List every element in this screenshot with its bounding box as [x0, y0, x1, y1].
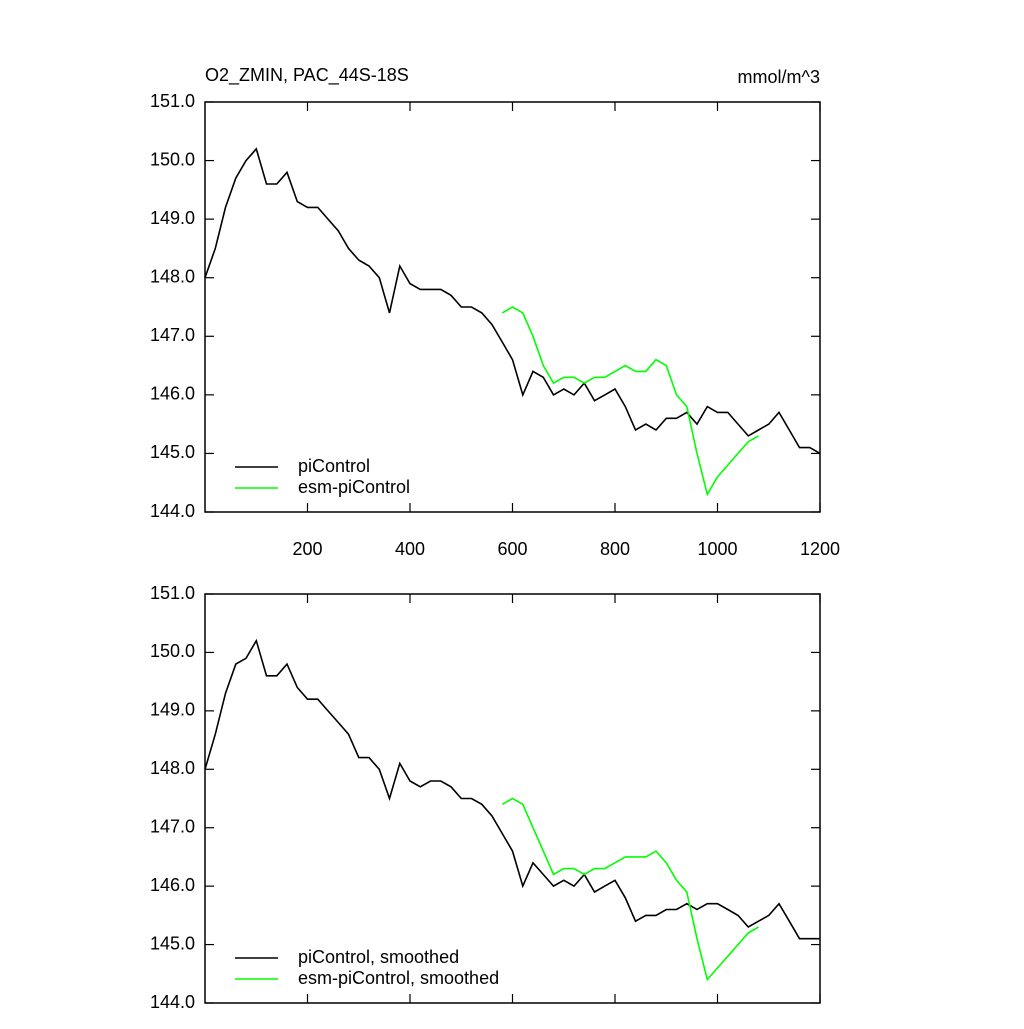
x-tick-label: 1200 — [800, 539, 840, 559]
series-line — [501, 797, 759, 982]
y-tick-label: 148.0 — [150, 266, 195, 286]
y-tick-label: 145.0 — [150, 442, 195, 462]
y-tick-label: 146.0 — [150, 384, 195, 404]
y-tick-label: 145.0 — [150, 933, 195, 953]
series-line — [501, 306, 759, 497]
x-tick-label: 600 — [497, 539, 527, 559]
x-tick-label: 400 — [395, 539, 425, 559]
y-tick-label: 144.0 — [150, 501, 195, 521]
y-tick-label: 148.0 — [150, 758, 195, 778]
y-tick-label: 144.0 — [150, 992, 195, 1012]
series-line — [204, 638, 820, 940]
x-tick-label: 1000 — [697, 539, 737, 559]
y-tick-label: 149.0 — [150, 208, 195, 228]
y-tick-label: 151.0 — [150, 91, 195, 111]
x-tick-label: 200 — [292, 539, 322, 559]
y-tick-label: 149.0 — [150, 700, 195, 720]
y-tick-label: 147.0 — [150, 325, 195, 345]
y-tick-label: 150.0 — [150, 641, 195, 661]
legend-label: piControl — [298, 456, 370, 476]
x-tick-label: 800 — [600, 539, 630, 559]
y-tick-label: 147.0 — [150, 816, 195, 836]
y-tick-label: 150.0 — [150, 149, 195, 169]
units-label: mmol/m^3 — [738, 67, 820, 87]
y-tick-label: 151.0 — [150, 583, 195, 603]
legend-label: piControl, smoothed — [298, 947, 459, 967]
legend-label: esm-piControl, smoothed — [298, 968, 499, 988]
series-line — [204, 147, 821, 455]
chart-title: O2_ZMIN, PAC_44S-18S — [205, 65, 409, 86]
legend-label: esm-piControl — [298, 477, 410, 497]
y-tick-label: 146.0 — [150, 875, 195, 895]
